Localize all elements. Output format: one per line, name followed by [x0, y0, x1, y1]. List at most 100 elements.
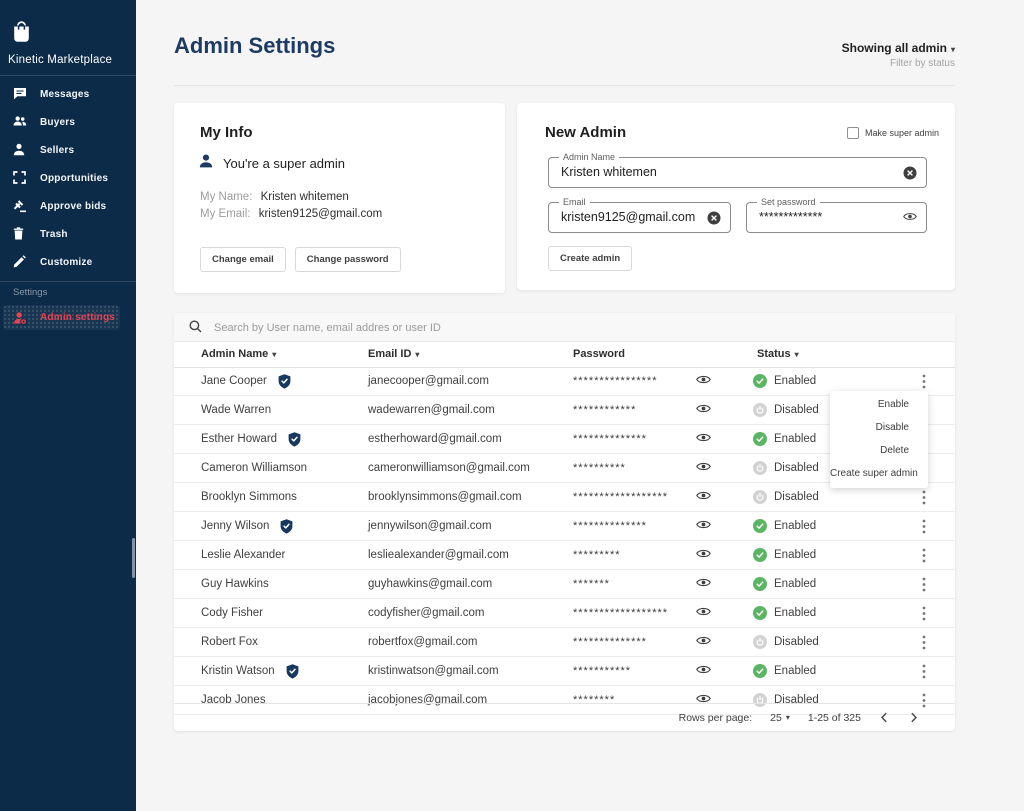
- my-email-value: kristen9125@gmail.com: [258, 208, 383, 220]
- sidebar-item-messages[interactable]: Messages: [0, 80, 133, 108]
- sidebar-item-customize[interactable]: Customize: [0, 248, 133, 276]
- table-row: Jenny Wilson jennywilson@gmail.com *******…: [174, 512, 955, 541]
- row-menu-kebab-icon[interactable]: [918, 693, 930, 711]
- email-field[interactable]: Email kristen9125@gmail.com: [548, 197, 731, 233]
- admin-name-field[interactable]: Admin Name Kristen whitemen: [548, 152, 927, 188]
- admin-name-cell: Leslie Alexander: [201, 541, 285, 569]
- row-menu-kebab-icon[interactable]: [918, 606, 930, 624]
- context-menu-item-disable[interactable]: Disable: [875, 422, 909, 434]
- previous-page-icon[interactable]: [877, 710, 891, 725]
- email-cell: robertfox@gmail.com: [368, 636, 478, 648]
- status-cell: Disabled: [753, 483, 819, 511]
- password-eye-icon[interactable]: [696, 548, 711, 562]
- status-enabled-icon: [753, 432, 767, 446]
- password-eye-icon[interactable]: [696, 577, 711, 591]
- status-cell: Enabled: [753, 570, 816, 598]
- status-cell: Enabled: [753, 425, 816, 453]
- sidebar-item-admin-settings[interactable]: Admin settings: [3, 305, 120, 330]
- admin-name-text: Guy Hawkins: [201, 578, 269, 590]
- eye-icon[interactable]: [903, 211, 917, 225]
- make-super-admin-checkbox[interactable]: [846, 127, 859, 139]
- sidebar-item-approve-bids[interactable]: Approve bids: [0, 192, 133, 220]
- admin-name-cell: Wade Warren: [201, 396, 271, 424]
- table-pagination: Rows per page: 25 ▾ 1-25 of 325: [174, 703, 955, 731]
- admin-name-text: Jenny Wilson: [201, 520, 270, 532]
- password-eye-icon[interactable]: [696, 606, 711, 620]
- filter-dropdown[interactable]: Showing all admin ▾: [841, 41, 955, 55]
- status-cell: Enabled: [753, 367, 816, 395]
- row-menu-kebab-icon[interactable]: [918, 635, 930, 653]
- sidebar-item-opportunities[interactable]: Opportunities: [0, 164, 133, 192]
- column-header-email-id[interactable]: Email ID ▾: [368, 348, 420, 360]
- sidebar-divider: [0, 75, 136, 76]
- sidebar-nav: Messages Buyers Sellers Opportunities Approv…: [0, 80, 133, 276]
- create-admin-button[interactable]: Create admin: [548, 246, 633, 271]
- sidebar-item-sellers[interactable]: Sellers: [0, 136, 133, 164]
- password-cell: *******: [573, 578, 610, 590]
- status-label: Disabled: [774, 491, 819, 503]
- status-label: Disabled: [774, 404, 819, 416]
- table-header: Admin Name ▾ Email ID ▾ Password Status ▾: [174, 341, 955, 368]
- row-menu-kebab-icon[interactable]: [918, 519, 930, 537]
- row-menu-kebab-icon[interactable]: [918, 548, 930, 566]
- sidebar: Kinetic Marketplace Messages Buyers Seller…: [0, 0, 136, 811]
- password-eye-icon[interactable]: [696, 432, 711, 446]
- row-menu-kebab-icon[interactable]: [918, 374, 930, 392]
- change-email-button[interactable]: Change email: [200, 247, 286, 272]
- my-info-card: My Info You're a super admin My Name: Kr…: [174, 103, 505, 293]
- opportunities-icon: [13, 171, 27, 185]
- context-menu-item-delete[interactable]: Delete: [880, 444, 909, 456]
- password-eye-icon[interactable]: [696, 490, 711, 504]
- admin-name-cell: Jenny Wilson: [201, 512, 293, 540]
- context-menu-item-enable[interactable]: Enable: [877, 399, 909, 411]
- sidebar-item-buyers[interactable]: Buyers: [0, 108, 133, 136]
- shield-check-icon: [280, 518, 293, 534]
- password-cell: ***********: [573, 665, 632, 677]
- make-super-admin-label: Make super admin: [864, 128, 939, 138]
- password-cell: *********: [573, 549, 621, 561]
- clear-icon[interactable]: [707, 211, 721, 225]
- table-row: Kristin Watson kristinwatson@gmail.com ***…: [174, 657, 955, 686]
- password-cell: **************: [573, 636, 647, 648]
- password-cell: ************: [573, 404, 637, 416]
- rows-per-page-value[interactable]: 25: [770, 711, 782, 724]
- password-cell: **************: [573, 520, 647, 532]
- context-menu-item-create-super-admin[interactable]: Create super admin: [830, 467, 918, 479]
- row-menu-kebab-icon[interactable]: [918, 664, 930, 682]
- change-password-button[interactable]: Change password: [294, 247, 401, 272]
- search-input[interactable]: [212, 313, 816, 343]
- set-password-field[interactable]: Set password *************: [746, 197, 927, 233]
- sidebar-scrollbar-thumb[interactable]: [132, 538, 135, 578]
- clear-icon[interactable]: [903, 166, 917, 180]
- status-label: Enabled: [774, 665, 817, 677]
- password-eye-icon[interactable]: [696, 461, 711, 475]
- status-cell: Enabled: [753, 541, 816, 569]
- main-content: Admin Settings Showing all admin ▾ Filter…: [136, 0, 1024, 811]
- column-header-status[interactable]: Status ▾: [757, 348, 799, 360]
- admin-name-text: Cameron Williamson: [201, 462, 308, 474]
- table-row: Guy Hawkins guyhawkins@gmail.com ******* En…: [174, 570, 955, 599]
- password-eye-icon[interactable]: [696, 664, 711, 678]
- row-menu-kebab-icon[interactable]: [918, 577, 930, 595]
- password-eye-icon[interactable]: [696, 693, 711, 707]
- password-eye-icon[interactable]: [696, 374, 711, 388]
- search-icon: [189, 320, 202, 338]
- status-cell: Disabled: [753, 396, 819, 424]
- row-menu-kebab-icon[interactable]: [918, 490, 930, 508]
- status-enabled-icon: [753, 664, 767, 678]
- password-eye-icon[interactable]: [696, 635, 711, 649]
- sidebar-section-settings: Settings: [13, 287, 48, 298]
- password-eye-icon[interactable]: [696, 403, 711, 417]
- sidebar-item-trash[interactable]: Trash: [0, 220, 133, 248]
- admins-table-card: Admin Name▾ Email ID▾ Password Status▾ J…: [174, 313, 955, 731]
- buyers-icon: [13, 115, 27, 129]
- status-disabled-icon: [753, 403, 767, 417]
- admin-name-cell: Robert Fox: [201, 628, 258, 656]
- status-cell: Enabled: [753, 657, 816, 685]
- column-header-admin-name[interactable]: Admin Name ▾: [201, 348, 277, 360]
- status-enabled-icon: [753, 374, 767, 388]
- email-cell: brooklynsimmons@gmail.com: [368, 491, 522, 503]
- next-page-icon[interactable]: [907, 710, 921, 725]
- admin-name-text: Jane Cooper: [201, 375, 267, 387]
- password-eye-icon[interactable]: [696, 519, 711, 533]
